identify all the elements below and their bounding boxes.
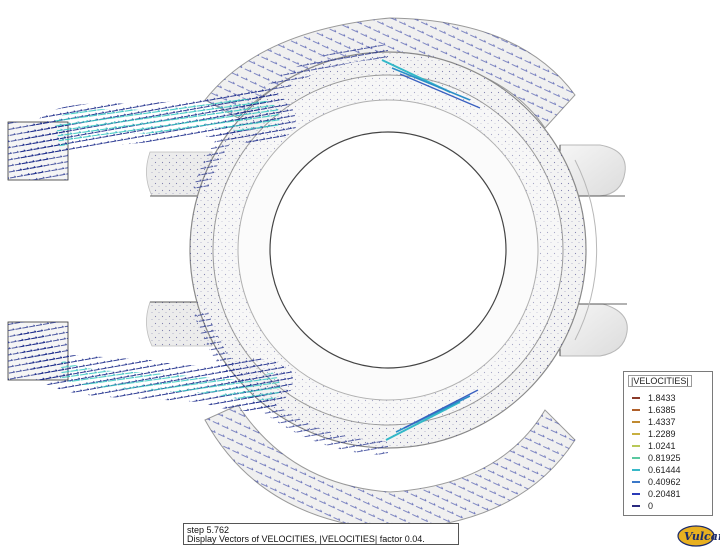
legend-swatch (632, 433, 640, 435)
legend-label: 0.81925 (648, 453, 681, 463)
legend-swatch (632, 445, 640, 447)
legend-item: 1.6385 (632, 404, 712, 416)
legend-label: 0.40962 (648, 477, 681, 487)
legend-item: 1.2289 (632, 428, 712, 440)
status-description: Display Vectors of VELOCITIES, |VELOCITI… (187, 534, 425, 544)
inlet-duct-upper (7, 88, 296, 181)
logo-text: Vulcan (684, 530, 720, 543)
legend-label: 1.4337 (648, 417, 676, 427)
legend-label: 0 (648, 501, 654, 511)
legend-item: 0 (632, 500, 712, 512)
logo-icon (677, 525, 715, 547)
legend-items: 1.8433 1.6385 1.4337 1.2289 1.0241 0.81925 0.6… (632, 392, 712, 512)
legend-swatch (632, 421, 640, 423)
legend-item: 1.4337 (632, 416, 712, 428)
legend-item: 0.20481 (632, 488, 712, 500)
legend-item: 0.81925 (632, 452, 712, 464)
legend-swatch (632, 505, 640, 507)
legend-label: 1.6385 (648, 405, 676, 415)
vulcan-logo: Vulcan (676, 524, 720, 548)
legend-label: 1.2289 (648, 429, 676, 439)
status-box: step 5.762 Display Vectors of VELOCITIES… (183, 523, 459, 545)
legend-item: 1.0241 (632, 440, 712, 452)
legend-label: 0.20481 (648, 489, 681, 499)
inlet-duct-lower (7, 321, 293, 411)
legend-swatch (632, 493, 640, 495)
legend-swatch (632, 469, 640, 471)
legend-swatch (632, 409, 640, 411)
legend-label: 0.61444 (648, 465, 681, 475)
legend-label: 1.8433 (648, 393, 676, 403)
legend-item: 0.40962 (632, 476, 712, 488)
legend-title: |VELOCITIES| (628, 375, 692, 387)
legend-swatch (632, 457, 640, 459)
status-step: step 5.762 (187, 525, 230, 535)
legend-item: 0.61444 (632, 464, 712, 476)
legend-item: 1.8433 (632, 392, 712, 404)
legend-swatch (632, 481, 640, 483)
legend-swatch (632, 397, 640, 399)
legend-label: 1.0241 (648, 441, 676, 451)
velocity-legend: |VELOCITIES| 1.8433 1.6385 1.4337 1.2289 1.0… (623, 371, 713, 516)
ring-body (189, 45, 598, 455)
outer-channel-lower (204, 404, 576, 531)
velocity-jets (381, 59, 481, 441)
